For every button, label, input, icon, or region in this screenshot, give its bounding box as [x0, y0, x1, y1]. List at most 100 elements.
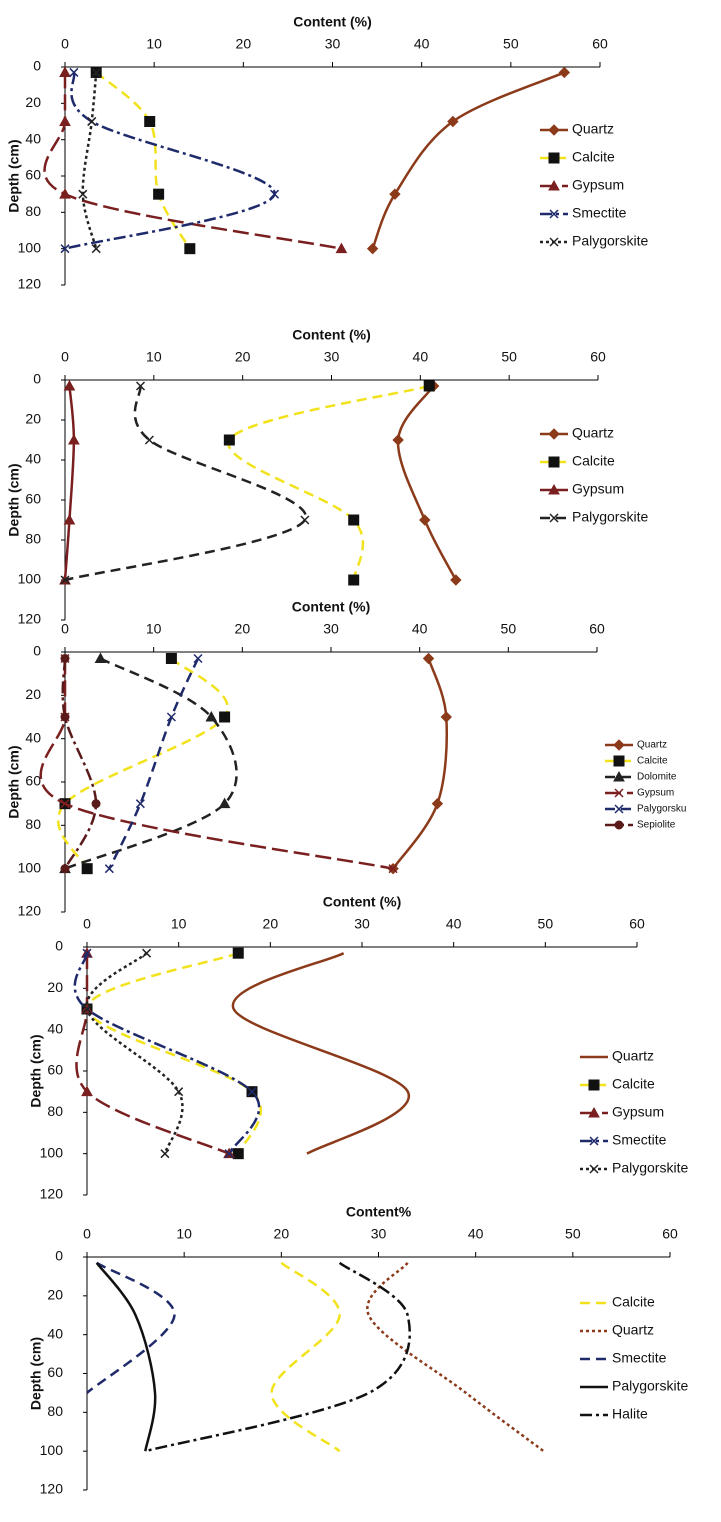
x-tick-label: 50	[501, 349, 517, 365]
legend-marker	[614, 820, 624, 830]
legend-marker	[548, 483, 560, 495]
marker	[389, 188, 401, 200]
y-tick-label: 40	[47, 1020, 63, 1036]
legend-marker	[548, 428, 560, 440]
x-tick-label: 60	[589, 621, 605, 637]
x-axis-label: Content (%)	[323, 894, 402, 910]
x-axis-label: Content%	[346, 1204, 412, 1220]
marker	[232, 947, 244, 959]
marker	[78, 189, 88, 199]
marker	[91, 244, 101, 254]
marker	[91, 799, 101, 809]
series-line	[75, 953, 230, 1155]
marker	[68, 433, 80, 445]
y-tick-label: 20	[25, 686, 41, 702]
legend-label: Smectite	[612, 1132, 667, 1148]
marker	[59, 115, 71, 126]
marker	[81, 863, 93, 875]
y-axis-label: Depth (cm)	[28, 1034, 44, 1107]
marker	[60, 575, 70, 585]
x-tick-label: 40	[414, 36, 430, 52]
legend-label: Palygorskite	[612, 1160, 688, 1176]
marker	[184, 243, 196, 255]
y-tick-label: 60	[47, 1364, 63, 1380]
y-tick-label: 100	[40, 1442, 64, 1458]
marker	[392, 434, 404, 446]
x-axis-label: Content (%)	[292, 599, 371, 615]
x-tick-label: 10	[146, 621, 162, 637]
x-tick-label: 0	[61, 621, 69, 637]
legend-label: Calcite	[612, 1076, 655, 1092]
x-tick-label: 20	[236, 36, 252, 52]
marker	[450, 574, 462, 586]
legend-label: Smectite	[572, 205, 627, 221]
x-tick-label: 30	[325, 36, 341, 52]
y-tick-label: 120	[40, 1186, 64, 1202]
y-tick-label: 80	[25, 531, 41, 547]
legend-marker	[613, 770, 625, 782]
legend-marker	[589, 1136, 599, 1146]
x-tick-label: 20	[274, 1226, 290, 1242]
legend-marker	[613, 755, 625, 767]
legend-marker	[588, 1106, 600, 1118]
legend-label: Quartz	[572, 425, 614, 441]
series-line	[73, 952, 261, 1155]
y-axis-label: Depth (cm)	[28, 1337, 44, 1410]
legend-marker	[549, 513, 559, 523]
legend-label: Dolomite	[637, 772, 677, 783]
marker	[205, 710, 218, 722]
y-tick-label: 20	[47, 979, 63, 995]
y-tick-label: 120	[18, 611, 42, 627]
y-axis-label: Depth (cm)	[6, 139, 22, 212]
marker	[348, 574, 360, 586]
marker	[69, 67, 79, 77]
legend-marker	[589, 1164, 599, 1174]
x-tick-label: 60	[629, 916, 645, 932]
series-line	[108, 657, 200, 870]
x-tick-label: 10	[146, 349, 162, 365]
legend-label: Palygorsku	[637, 804, 686, 815]
legend-marker	[548, 124, 560, 136]
x-tick-label: 30	[324, 349, 340, 365]
marker	[60, 799, 70, 809]
legend-label: Smectite	[612, 1350, 667, 1366]
y-tick-label: 0	[55, 1248, 63, 1264]
legend-label: Calcite	[572, 453, 615, 469]
legend-marker	[549, 209, 559, 219]
legend-label: Quartz	[612, 1322, 654, 1338]
marker	[60, 654, 70, 663]
marker	[440, 711, 452, 723]
marker	[219, 711, 231, 723]
legend-label: Gypsum	[572, 481, 624, 497]
marker	[60, 244, 70, 254]
x-tick-label: 50	[503, 36, 519, 52]
x-tick-label: 40	[468, 1226, 484, 1242]
y-tick-label: 100	[18, 859, 42, 875]
series-line	[81, 72, 98, 249]
series-line	[64, 72, 276, 250]
series-line	[61, 658, 98, 870]
y-tick-label: 60	[25, 167, 41, 183]
series-line	[371, 71, 565, 250]
marker	[335, 242, 348, 254]
marker	[366, 242, 379, 255]
marker	[104, 864, 114, 874]
series-line	[366, 1261, 545, 1453]
marker	[60, 712, 70, 722]
marker	[59, 66, 71, 77]
y-tick-label: 120	[18, 276, 42, 292]
x-axis-label: Content (%)	[292, 327, 371, 343]
marker	[60, 864, 70, 874]
marker	[558, 66, 571, 79]
y-tick-label: 20	[25, 94, 41, 110]
y-tick-label: 0	[55, 938, 63, 954]
y-tick-label: 20	[25, 411, 41, 427]
y-tick-label: 120	[18, 903, 42, 919]
marker	[160, 1149, 170, 1159]
marker	[144, 116, 156, 127]
legend-marker	[613, 739, 625, 751]
legend-marker	[548, 152, 560, 164]
series-line	[396, 385, 457, 581]
marker	[144, 435, 154, 445]
legend-marker	[548, 179, 560, 191]
